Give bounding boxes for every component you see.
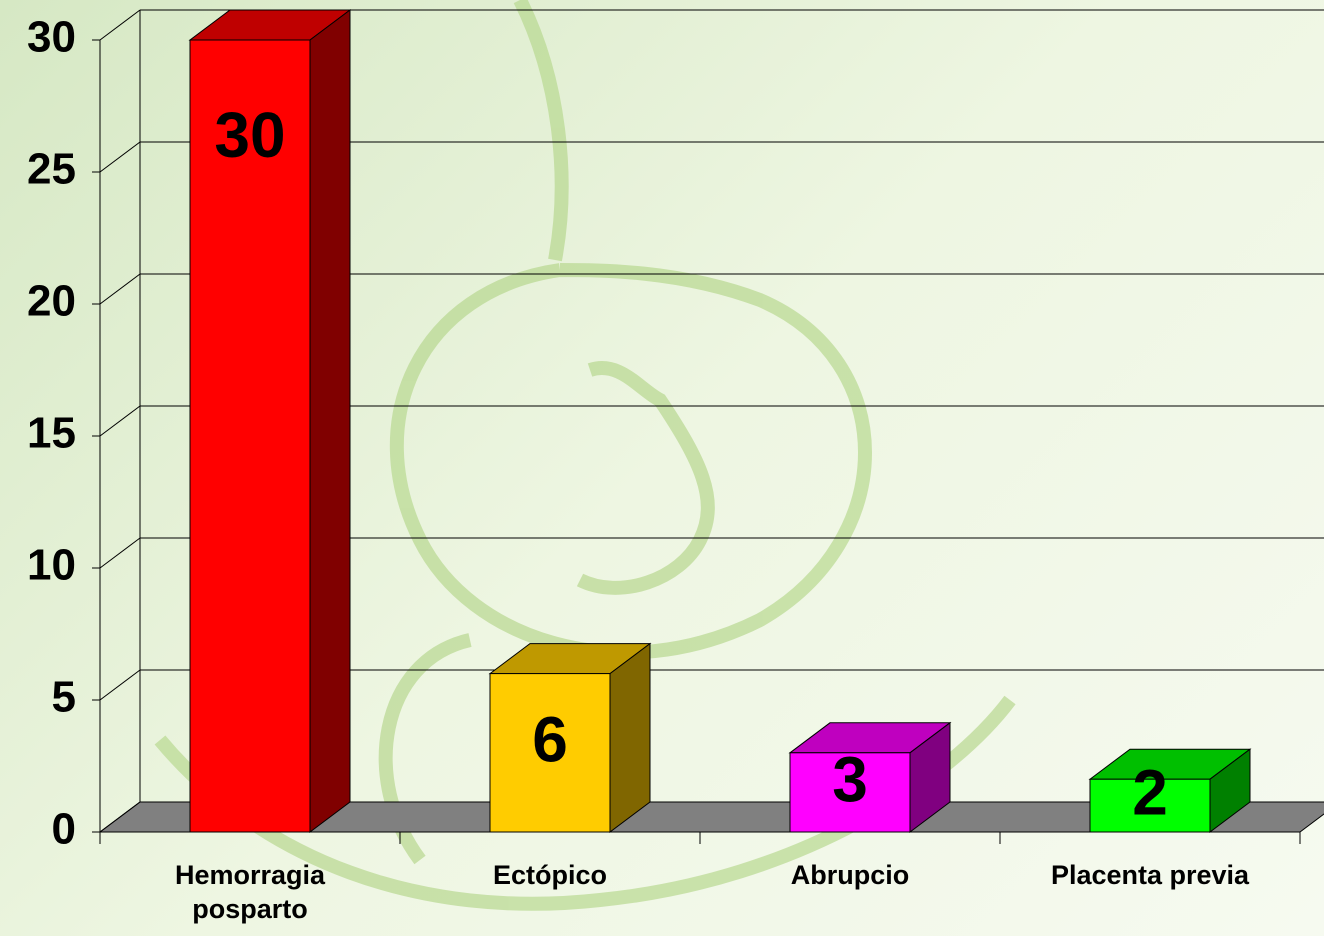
grid-line-depth — [100, 670, 140, 700]
data-label: 3 — [832, 743, 868, 815]
y-tick-label: 10 — [27, 541, 76, 590]
data-label: 2 — [1132, 757, 1168, 829]
y-tick-label: 20 — [27, 277, 76, 326]
grid-line-depth — [100, 10, 140, 40]
y-tick-label: 5 — [52, 673, 76, 722]
x-tick-label: Hemorragia posparto — [120, 858, 380, 926]
y-tick-label: 25 — [27, 145, 76, 194]
x-tick-label: Placenta previa — [1020, 858, 1280, 892]
y-tick-label: 30 — [27, 13, 76, 62]
grid-line-depth — [100, 142, 140, 172]
chart-svg: 0 5 10 15 20 25 30 30 6 3 2 — [0, 0, 1324, 936]
x-tick-label: Ectópico — [420, 858, 680, 892]
y-tick-label: 15 — [27, 409, 76, 458]
x-tick-label: Abrupcio — [720, 858, 980, 892]
grid-line-depth — [100, 274, 140, 304]
data-label: 30 — [214, 99, 285, 171]
grid-line-depth — [100, 406, 140, 436]
y-tick-label: 0 — [52, 805, 76, 854]
bar-side — [610, 644, 650, 832]
chart: 0 5 10 15 20 25 30 30 6 3 2 Hemorragia posparto Ect… — [0, 0, 1324, 936]
data-label: 6 — [532, 704, 568, 776]
bar-side — [310, 10, 350, 832]
grid-line-depth — [100, 538, 140, 568]
